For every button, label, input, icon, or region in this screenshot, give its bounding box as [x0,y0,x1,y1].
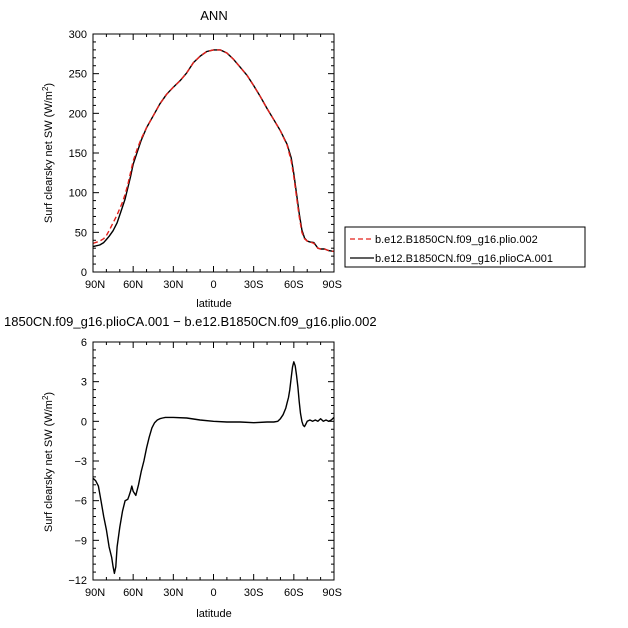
top-y-axis-label: Surf clearsky net SW (W/m2) [41,83,55,223]
x-tick-label: 30N [163,587,183,599]
y-tick-label: −12 [68,575,87,587]
top-series-line-0 [92,49,335,253]
top-tick-marks [92,33,335,273]
legend-label-plio: b.e12.B1850CN.f09_g16.plio.002 [375,234,538,246]
x-tick-label: 60N [123,587,143,599]
top-series-lines [92,49,335,253]
bottom-tick-marks [92,341,335,581]
top-y-axis-label-main: Surf clearsky net SW (W/m [43,91,55,223]
top-y-tick-labels: 0 50 100 150 200 250 300 [69,29,87,279]
top-plot-frame [92,33,335,273]
bottom-y-tick-labels: −12 −9 −6 −3 0 3 6 [68,337,87,587]
legend: b.e12.B1850CN.f09_g16.plio.002 b.e12.B18… [344,226,586,268]
bottom-series-lines [92,361,335,575]
y-tick-label: −6 [74,496,87,508]
top-series-line-1 [92,49,335,253]
y-tick-label: −9 [74,535,87,547]
bottom-y-axis-label-end: ) [43,392,55,396]
top-y-axis-label-sup: 2 [41,86,50,91]
x-tick-label: 0 [210,587,216,599]
y-tick-label: 6 [81,337,87,349]
y-tick-label: 300 [69,29,87,41]
bottom-y-axis-label: Surf clearsky net SW (W/m2) [41,392,55,532]
top-x-tick-labels: 90N 60N 30N 0 30S 60S 90S [85,279,342,291]
y-tick-label: 0 [81,416,87,428]
legend-box [344,226,586,268]
x-tick-label: 60S [284,587,304,599]
x-tick-label: 90S [322,587,342,599]
top-chart-title: ANN [200,8,227,23]
x-tick-label: 30N [163,279,183,291]
bottom-y-axis-label-sup: 2 [41,395,50,400]
y-tick-label: 250 [69,69,87,81]
x-tick-label: 30S [244,587,264,599]
y-tick-label: 3 [81,377,87,389]
x-tick-label: 60N [123,279,143,291]
bot-series-line-0 [92,361,335,575]
x-tick-label: 60S [284,279,304,291]
bottom-plot-frame [92,341,335,581]
bottom-x-tick-labels: 90N 60N 30N 0 30S 60S 90S [85,587,342,599]
bottom-chart-title: 1850CN.f09_g16.plioCA.001 − b.e12.B1850C… [4,314,377,329]
y-tick-label: 200 [69,108,87,120]
top-x-axis-label: latitude [196,298,231,310]
x-tick-label: 0 [210,279,216,291]
top-y-axis-label-end: ) [43,83,55,87]
x-tick-label: 90S [322,279,342,291]
x-tick-label: 30S [244,279,264,291]
y-tick-label: −3 [74,456,87,468]
bottom-y-axis-label-main: Surf clearsky net SW (W/m [43,400,55,532]
y-tick-label: 0 [81,267,87,279]
bottom-x-axis-label: latitude [196,608,231,620]
x-tick-label: 90N [85,587,105,599]
bottom-panel: 1850CN.f09_g16.plioCA.001 − b.e12.B1850C… [4,314,377,620]
y-tick-label: 50 [75,227,87,239]
x-tick-label: 90N [85,279,105,291]
y-tick-label: 150 [69,148,87,160]
y-tick-label: 100 [69,188,87,200]
legend-label-plioca: b.e12.B1850CN.f09_g16.plioCA.001 [375,253,553,265]
